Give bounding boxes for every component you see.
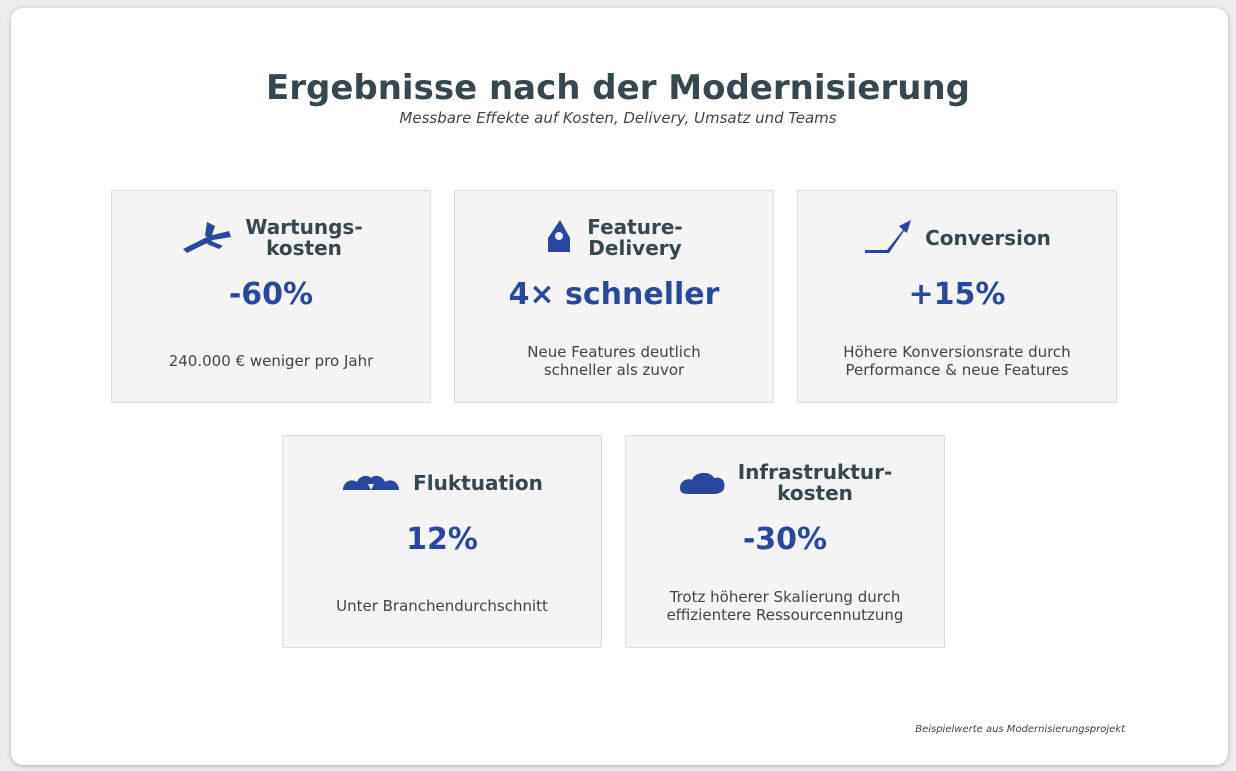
card-title: Wartungs-kosten (245, 217, 362, 259)
description-line: Unter Branchendurchschnitt (336, 597, 548, 615)
description-line: Trotz höherer Skalierung durch (669, 588, 901, 606)
card-value: -30% (742, 522, 828, 557)
icon-graphic (183, 222, 232, 253)
card-title: Infrastruktur-kosten (738, 462, 893, 504)
icon-graphic (548, 220, 571, 252)
card-title: Feature- Delivery (587, 217, 682, 259)
description-line: schneller als zuvor (543, 361, 685, 379)
card-title-line: Feature- (587, 215, 683, 239)
footer-note: Beispielwerte aus Modernisierungsprojekt (915, 724, 1125, 735)
card-header: Fluktuation (283, 458, 601, 508)
metric-card: Wartungs-kosten -60% 240.000 € weniger pro… (111, 190, 431, 403)
card-header: Infrastruktur-kosten (626, 458, 944, 508)
icon (545, 216, 575, 260)
metric-card: Conversion +15% Höhere Konversionsrate dur… (797, 190, 1117, 403)
title: Ergebnisse nach der Modernisierung (266, 68, 970, 108)
subtitle: Messbare Effekte auf Kosten, Delivery, U… (399, 109, 837, 127)
icon (863, 216, 913, 260)
card-title: Fluktuation (413, 470, 543, 495)
card-title-line: Delivery (588, 236, 682, 260)
card-title-line: kosten (266, 236, 342, 260)
icon-graphic (679, 472, 725, 494)
card-title-line: Wartungs- (245, 215, 363, 239)
metric-card: Infrastruktur-kosten -30% Trotz höherer Sk… (625, 435, 945, 648)
card-description: 240.000 € weniger pro Jahr (112, 338, 430, 384)
card-header: Conversion (798, 213, 1116, 263)
icon (179, 216, 233, 260)
card-value: -60% (228, 277, 314, 312)
description-line: 240.000 € weniger pro Jahr (168, 352, 374, 370)
card-title: Conversion (925, 225, 1051, 250)
card-title-line: Fluktuation (413, 470, 543, 495)
description-line: Neue Features deutlich (527, 343, 701, 361)
metric-card: Fluktuation 12% Unter Branchendurchschnitt (282, 435, 602, 648)
card-value: 4× schneller (508, 277, 720, 312)
card-title-line: Infrastruktur- (737, 460, 893, 484)
description-line: Höhere Konversionsrate durch (843, 343, 1071, 361)
icon-graphic (865, 220, 912, 253)
icon (678, 466, 726, 500)
card-description: Trotz höherer Skalierung durch effiziente… (626, 583, 944, 629)
card-value: 12% (406, 522, 478, 557)
metric-card: Feature- Delivery 4× schneller Neue Feature… (454, 190, 774, 403)
icon-graphic (343, 475, 400, 490)
card-title-line: kosten (777, 481, 853, 505)
card-description: Höhere Konversionsrate durch Performance … (798, 338, 1116, 384)
card-description: Unter Branchendurchschnitt (283, 583, 601, 629)
card-value: +15% (908, 277, 1006, 312)
card-description: Neue Features deutlich schneller als zuvo… (455, 338, 773, 384)
description-line: effizientere Ressourcennutzung (666, 606, 904, 624)
card-header: Feature- Delivery (455, 213, 773, 263)
description-line: Performance & neue Features (845, 361, 1069, 379)
card-header: Wartungs-kosten (112, 213, 430, 263)
card-title-line: Conversion (925, 225, 1051, 250)
icon (341, 466, 401, 500)
